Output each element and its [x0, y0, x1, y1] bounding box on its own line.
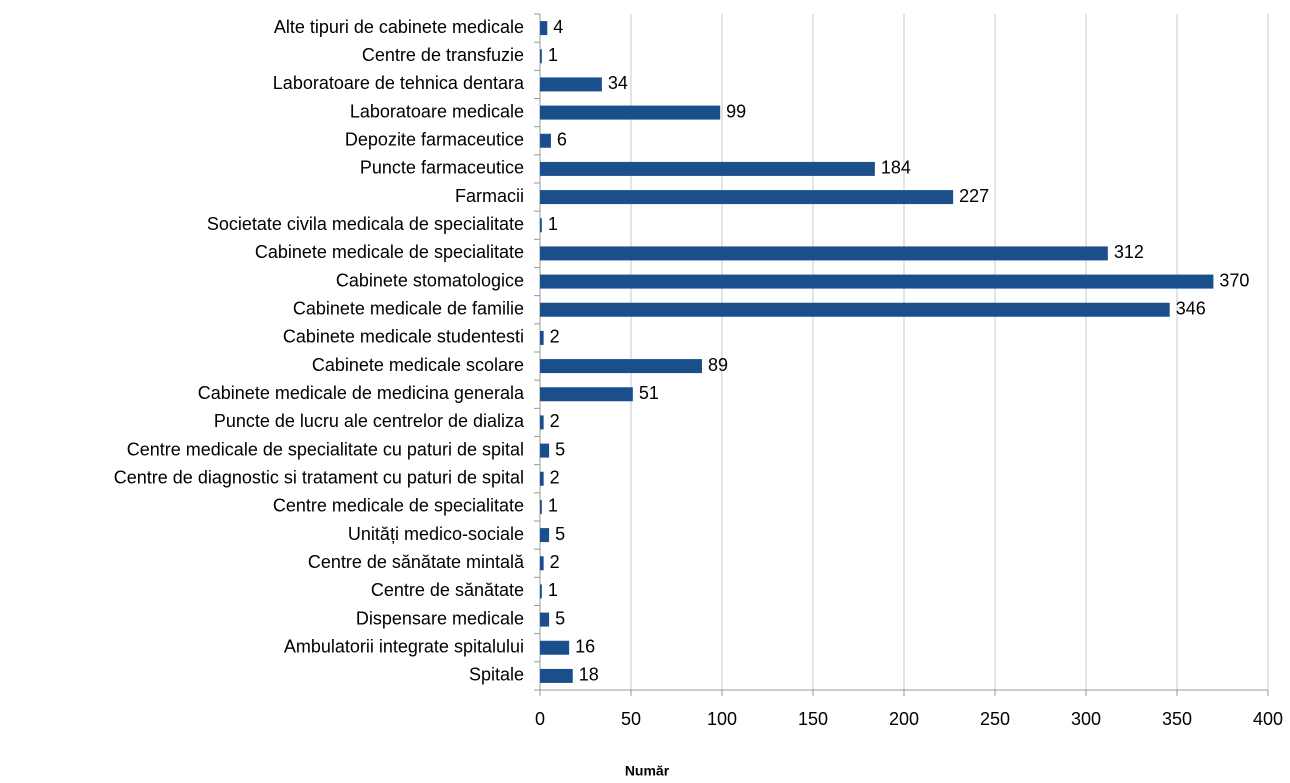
y-tick-label: Cabinete medicale studentesti [283, 327, 524, 347]
y-tick-label: Centre de sănătate mintală [308, 552, 525, 572]
bar [540, 387, 633, 402]
y-tick-label: Dispensare medicale [356, 608, 524, 628]
x-tick-label: 300 [1071, 709, 1101, 729]
bar [540, 556, 544, 571]
bar [540, 161, 875, 176]
x-tick-label: 150 [798, 709, 828, 729]
x-tick-label: 400 [1253, 709, 1283, 729]
x-tick-label: 250 [980, 709, 1010, 729]
bar [540, 274, 1214, 289]
y-tick-label: Cabinete medicale de familie [293, 299, 524, 319]
y-tick-label: Laboratoare de tehnica dentara [273, 73, 525, 93]
value-label: 312 [1114, 242, 1144, 262]
bar [540, 105, 721, 120]
value-label: 2 [550, 552, 560, 572]
y-tick-label: Centre de diagnostic si tratament cu pat… [114, 468, 524, 488]
y-tick-label: Centre de sănătate [371, 580, 524, 600]
bar [540, 21, 548, 36]
y-tick-label: Centre medicale de specialitate cu patur… [127, 439, 524, 459]
value-label: 2 [550, 411, 560, 431]
y-tick-label: Ambulatorii integrate spitalului [284, 637, 524, 657]
y-tick-label: Cabinete medicale de specialitate [255, 242, 524, 262]
value-label: 99 [726, 101, 746, 121]
value-label: 1 [548, 580, 558, 600]
bar [540, 668, 573, 683]
bar [540, 612, 550, 627]
y-tick-label: Farmacii [455, 186, 524, 206]
bar [540, 246, 1108, 261]
bar [540, 640, 570, 655]
y-tick-label: Unități medico-sociale [348, 524, 524, 544]
bar [540, 49, 542, 64]
bar [540, 415, 544, 430]
bar [540, 218, 542, 233]
value-label: 16 [575, 637, 595, 657]
x-tick-label: 100 [707, 709, 737, 729]
value-label: 1 [548, 214, 558, 234]
value-label: 370 [1219, 270, 1249, 290]
y-tick-label: Cabinete medicale de medicina generala [198, 383, 525, 403]
x-tick-label: 0 [535, 709, 545, 729]
bar [540, 471, 544, 486]
value-label: 2 [550, 468, 560, 488]
y-tick-label: Depozite farmaceutice [345, 130, 524, 150]
value-label: 1 [548, 45, 558, 65]
bar [540, 302, 1170, 317]
value-label: 227 [959, 186, 989, 206]
value-label: 5 [555, 439, 565, 459]
value-label: 2 [550, 327, 560, 347]
bar [540, 77, 602, 92]
bar [540, 528, 550, 543]
y-tick-label: Cabinete stomatologice [336, 270, 524, 290]
bar [540, 359, 702, 374]
value-label: 6 [557, 130, 567, 150]
y-tick-label: Spitale [469, 665, 524, 685]
y-tick-label: Laboratoare medicale [350, 101, 524, 121]
value-label: 4 [553, 17, 563, 37]
y-tick-label: Centre medicale de specialitate [273, 496, 524, 516]
value-label: 5 [555, 608, 565, 628]
y-tick-label: Alte tipuri de cabinete medicale [274, 17, 524, 37]
y-tick-label: Puncte farmaceutice [360, 158, 524, 178]
y-tick-label: Cabinete medicale scolare [312, 355, 524, 375]
bar [540, 330, 544, 345]
bar [540, 499, 542, 514]
value-label: 5 [555, 524, 565, 544]
x-tick-label: 200 [889, 709, 919, 729]
value-label: 89 [708, 355, 728, 375]
bar [540, 190, 954, 205]
y-tick-label: Puncte de lucru ale centrelor de dializa [214, 411, 525, 431]
bar [540, 443, 550, 458]
bar [540, 584, 542, 599]
value-label: 1 [548, 496, 558, 516]
x-tick-label: 350 [1162, 709, 1192, 729]
y-tick-label: Societate civila medicala de specialitat… [207, 214, 524, 234]
value-label: 346 [1176, 299, 1206, 319]
value-label: 18 [579, 665, 599, 685]
x-axis-title: Număr [625, 763, 670, 779]
value-label: 184 [881, 158, 911, 178]
value-label: 51 [639, 383, 659, 403]
bar [540, 133, 551, 148]
y-tick-label: Centre de transfuzie [362, 45, 524, 65]
x-tick-label: 50 [621, 709, 641, 729]
value-label: 34 [608, 73, 628, 93]
